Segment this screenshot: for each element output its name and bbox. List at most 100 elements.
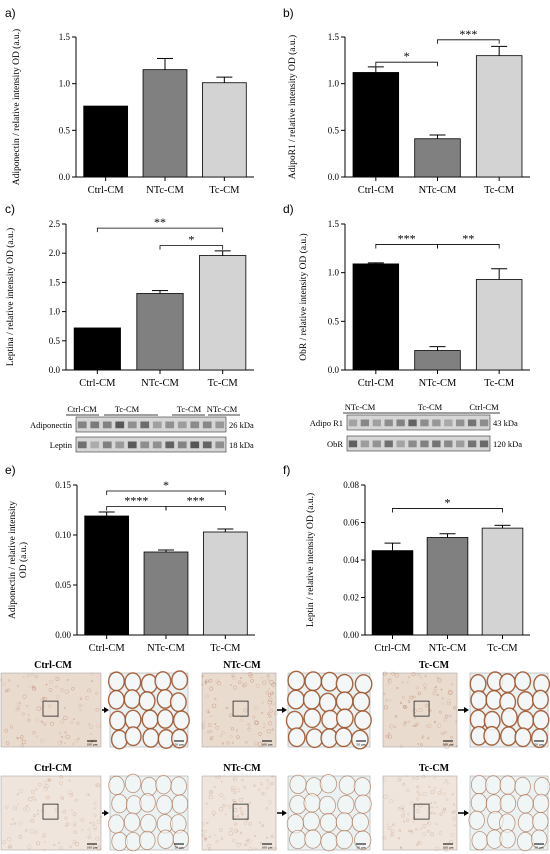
histology-low-mag [0,775,102,851]
cell-outline [415,828,418,831]
cell-outline [428,709,432,713]
cell-outline [73,718,75,721]
significance-label: ** [462,231,474,245]
cell-outline [416,785,420,789]
cell-outline [46,778,51,782]
cell-outline [4,728,9,733]
zoom-region-box [413,803,430,820]
cell-outline [96,783,101,788]
cell-outline [209,686,214,691]
significance-label: * [445,495,451,509]
blot-band [127,421,137,429]
cell-outline [449,714,452,718]
cell-outline [95,692,99,696]
cell-outline [219,734,222,737]
scale-bar-label: 100 µm [443,846,454,850]
cell-outline [231,785,236,791]
cell-outline [61,735,63,738]
significance-bracket [106,490,226,495]
cell-outline [455,720,458,723]
histology-title: Tc-CM [419,763,450,774]
cell-outline [99,816,103,819]
cell-outline [433,812,436,815]
cell-outline [86,793,89,796]
cell-outline [268,714,272,718]
cell-outline [204,680,207,684]
cell-outline [42,835,45,838]
cell-outline [59,688,64,692]
cell-outline [453,706,457,710]
cell-outline [412,708,417,713]
cell-outline [271,701,275,706]
cell-outline [232,838,236,842]
histology-low-mag [382,672,458,748]
adipocyte [170,728,188,749]
cell-outline [258,821,261,824]
cell-outline [392,823,395,826]
cell-outline [201,683,204,686]
cell-outline [26,674,30,678]
bar-tc-cm [201,82,247,178]
cell-outline [5,689,8,693]
cell-outline [247,723,251,727]
cell-outline [48,778,52,782]
blot-band [372,440,381,448]
cell-outline [94,783,98,787]
cell-outline [413,716,416,719]
cell-outline [78,703,82,708]
scale-bar-label: 50 µm [356,743,365,747]
cell-outline [72,742,75,746]
cell-outline [235,829,239,833]
cell-outline [43,786,48,792]
cell-outline [427,736,430,740]
cell-outline [435,806,438,809]
cell-outline [422,832,426,837]
cell-outline [209,790,213,794]
cell-outline [440,788,443,791]
cell-outline [68,790,73,795]
blot-band [479,440,489,448]
blot-strip [75,436,227,453]
cell-outline [427,724,432,728]
cell-outline [389,833,393,837]
cell-outline [44,784,49,789]
cell-outline [37,813,39,815]
cell-outline [29,685,32,688]
cell-outline [261,676,264,679]
adipocyte [124,709,142,730]
cell-outline [1,840,6,845]
chart-c: c) 0.0 0.5 1.0 1.5 2.0 2.5 Leptina / relative i… [5,202,254,389]
x-tick-label: NTc-CM [419,378,457,389]
panel-letter: a) [5,6,16,20]
cell-outline [409,829,413,833]
cell-outline [93,801,97,805]
cell-outline [208,795,213,800]
cell-outline [406,681,409,684]
adipocyte [289,794,307,815]
cell-outline [17,737,20,740]
cell-outline [266,779,269,782]
cell-outline [398,776,402,781]
cell-outline [69,720,74,725]
cell-outline [73,824,76,828]
cell-outline [93,813,97,817]
arrow-head [282,810,287,816]
blot-strip [346,435,491,452]
blot-size-label: 43 kDa [493,418,518,428]
y-tick-label: 0.04 [343,555,359,565]
adipocyte [304,671,323,692]
blot-size-label: 120 kDa [493,439,522,449]
cell-outline [422,791,428,797]
cell-outline [233,800,237,804]
y-tick-label: 0.05 [55,580,71,590]
cell-outline [425,724,429,729]
cell-outline [243,844,246,846]
cell-outline [250,679,254,683]
x-tick-label: Ctrl-CM [88,185,125,196]
adipocyte [499,829,516,849]
cell-outline [268,697,273,702]
x-tick-label: Ctrl-CM [374,643,411,654]
adipocyte [350,729,369,750]
cell-outline [407,700,411,703]
adipocyte [517,794,534,814]
